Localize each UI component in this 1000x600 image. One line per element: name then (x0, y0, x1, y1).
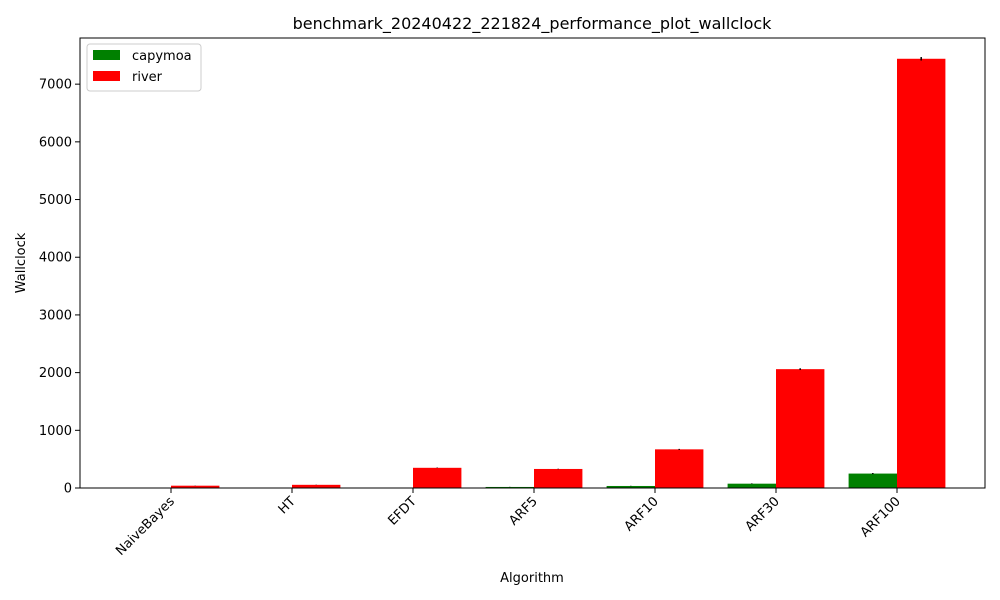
x-tick-label: ARF100 (858, 494, 904, 540)
bar-river-ARF100 (897, 58, 946, 489)
x-tick-label: ARF10 (622, 494, 662, 534)
y-tick-label: 5000 (39, 193, 72, 208)
y-tick-label: 2000 (39, 366, 72, 381)
bar-capymoa-ARF100 (848, 473, 897, 488)
y-tick-label: 3000 (39, 308, 72, 323)
bar-river-ARF10 (655, 449, 704, 488)
bar-river-ARF5 (534, 468, 583, 488)
legend-swatch-capymoa (93, 50, 120, 60)
x-axis: NaiveBayes HT EFDT ARF5 ARF10 ARF30 ARF100 (113, 488, 904, 559)
y-axis: 0 1000 2000 3000 4000 5000 6000 7000 (39, 78, 80, 497)
bar-river-NaiveBayes (171, 485, 220, 488)
bar-river-EFDT (413, 467, 462, 488)
y-tick-label: 4000 (39, 251, 72, 266)
bar-river-HT (292, 484, 341, 488)
bar-river-ARF30 (776, 369, 825, 488)
legend-label-river: river (132, 70, 163, 85)
y-tick-label: 0 (64, 482, 72, 497)
legend-label-capymoa: capymoa (132, 49, 192, 64)
x-tick-label: EFDT (385, 494, 419, 528)
y-tick-label: 6000 (39, 135, 72, 150)
x-tick-label: ARF5 (506, 494, 540, 528)
bar-capymoa-ARF30 (727, 483, 776, 488)
bars-layer (122, 57, 946, 489)
x-axis-label: Algorithm (500, 571, 564, 586)
x-tick-label: NaiveBayes (113, 494, 178, 559)
plot-frame (79, 37, 986, 489)
chart-title: benchmark_20240422_221824_performance_pl… (293, 14, 773, 34)
bar-capymoa-ARF5 (485, 486, 534, 488)
bar-capymoa-ARF10 (606, 485, 655, 488)
y-tick-label: 1000 (39, 424, 72, 439)
y-tick-label: 7000 (39, 78, 72, 93)
x-tick-label: HT (276, 494, 299, 517)
x-tick-label: ARF30 (743, 494, 783, 534)
legend-swatch-river (93, 71, 120, 81)
legend: capymoa river (86, 43, 202, 92)
y-axis-label: Wallclock (14, 232, 29, 293)
